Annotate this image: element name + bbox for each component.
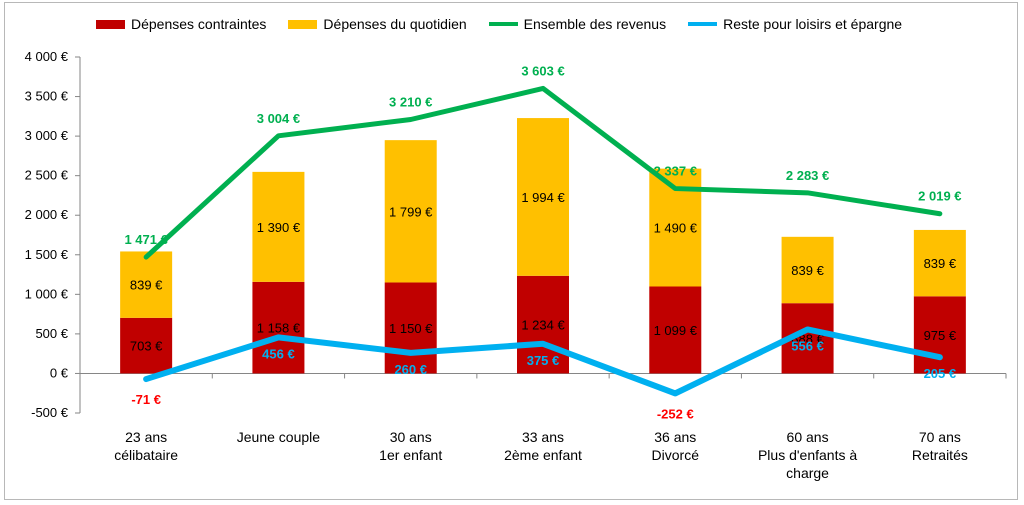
x-category-label: Plus d'enfants à	[758, 447, 857, 463]
data-label-depenses-quotidien: 1 994 €	[521, 190, 565, 205]
bar-depenses-contraintes	[384, 282, 437, 374]
legend-label: Ensemble des revenus	[523, 16, 667, 32]
x-category-label: Retraités	[912, 447, 968, 463]
legend-item-depenses-quotidien: Dépenses du quotidien	[288, 16, 467, 32]
y-tick-label: 2 500 €	[25, 168, 69, 183]
data-label-depenses-quotidien: 1 799 €	[389, 204, 433, 219]
legend-item-ensemble-revenus: Ensemble des revenus	[488, 16, 667, 32]
legend-swatch	[488, 22, 518, 26]
data-label-reste-loisirs: 456 €	[262, 346, 295, 361]
data-label-depenses-quotidien: 839 €	[924, 256, 957, 271]
data-label-reste-loisirs: -71 €	[131, 392, 161, 407]
data-label-reste-loisirs: 556 €	[791, 338, 824, 353]
data-label-depenses-contraintes: 1 234 €	[521, 318, 565, 333]
bar-depenses-quotidien	[517, 118, 569, 276]
bar-depenses-quotidien	[384, 140, 437, 283]
bar-depenses-quotidien	[781, 236, 834, 304]
x-category-label: 33 ans	[522, 429, 564, 445]
data-label-depenses-quotidien: 839 €	[130, 278, 163, 293]
legend-swatch	[96, 19, 125, 29]
data-label-reste-loisirs: 375 €	[527, 353, 560, 368]
legend-swatch	[688, 22, 718, 26]
bar-depenses-contraintes	[913, 296, 966, 374]
legend-item-depenses-contraintes: Dépenses contraintes	[96, 16, 266, 32]
y-tick-label: 3 500 €	[25, 89, 69, 104]
data-label-ensemble-revenus: 2 337 €	[654, 164, 697, 179]
y-tick-label: 1 000 €	[25, 286, 69, 301]
line-ensemble-revenus	[143, 85, 943, 260]
data-label-depenses-contraintes: 703 €	[130, 339, 163, 354]
bar-depenses-contraintes	[120, 317, 173, 374]
data-label-depenses-quotidien: 1 490 €	[654, 221, 698, 236]
data-label-reste-loisirs: -252 €	[657, 406, 694, 421]
data-label-ensemble-revenus: 3 603 €	[521, 63, 564, 78]
data-label-reste-loisirs: 205 €	[924, 366, 957, 381]
data-label-ensemble-revenus: 3 004 €	[257, 111, 300, 126]
bar-depenses-quotidien	[913, 229, 966, 297]
x-category-label: Jeune couple	[237, 429, 321, 445]
x-category-label: célibataire	[114, 447, 178, 463]
data-label-depenses-contraintes: 975 €	[924, 328, 957, 343]
bar-depenses-quotidien	[252, 171, 305, 282]
data-label-ensemble-revenus: 1 471 €	[124, 232, 167, 247]
y-tick-label: 2 000 €	[25, 207, 69, 222]
legend-label: Dépenses contraintes	[131, 16, 267, 32]
legend-item-reste-loisirs: Reste pour loisirs et épargne	[688, 16, 902, 32]
bar-depenses-contraintes	[517, 275, 569, 374]
legend-label: Reste pour loisirs et épargne	[723, 16, 903, 32]
y-tick-label: 500 €	[35, 326, 68, 341]
bar-depenses-contraintes	[649, 286, 702, 374]
y-tick-label: 1 500 €	[25, 247, 69, 262]
y-tick-label: -500 €	[31, 405, 69, 420]
legend-label: Dépenses du quotidien	[323, 16, 467, 32]
x-category-label: 1er enfant	[379, 447, 442, 463]
bar-depenses-contraintes	[252, 281, 305, 374]
line-reste-loisirs	[143, 326, 943, 397]
y-tick-label: 3 000 €	[25, 128, 69, 143]
data-label-ensemble-revenus: 2 019 €	[918, 189, 961, 204]
bar-depenses-quotidien	[120, 251, 173, 318]
data-label-depenses-quotidien: 1 390 €	[257, 220, 301, 235]
data-label-depenses-contraintes: 1 158 €	[257, 321, 301, 336]
x-category-label: Divorcé	[652, 447, 700, 463]
data-label-reste-loisirs: 260 €	[394, 362, 427, 377]
x-category-label: 36 ans	[654, 429, 696, 445]
x-category-label: 23 ans	[125, 429, 167, 445]
legend: Dépenses contraintes Dépenses du quotidi…	[96, 14, 924, 34]
x-category-label: 2ème enfant	[504, 447, 582, 463]
x-category-label: 60 ans	[787, 429, 829, 445]
legend-swatch	[288, 19, 318, 29]
x-category-label: 70 ans	[919, 429, 961, 445]
y-tick-label: 4 000 €	[25, 49, 69, 64]
data-label-ensemble-revenus: 2 283 €	[786, 168, 829, 183]
data-label-ensemble-revenus: 3 210 €	[389, 94, 432, 109]
data-label-depenses-contraintes: 1 150 €	[389, 321, 433, 336]
y-tick-label: 0 €	[50, 365, 69, 380]
x-category-label: charge	[786, 465, 829, 481]
data-label-depenses-quotidien: 839 €	[791, 263, 824, 278]
x-category-label: 30 ans	[390, 429, 432, 445]
chart-frame	[4, 2, 1018, 500]
data-label-depenses-contraintes: 1 099 €	[654, 323, 698, 338]
